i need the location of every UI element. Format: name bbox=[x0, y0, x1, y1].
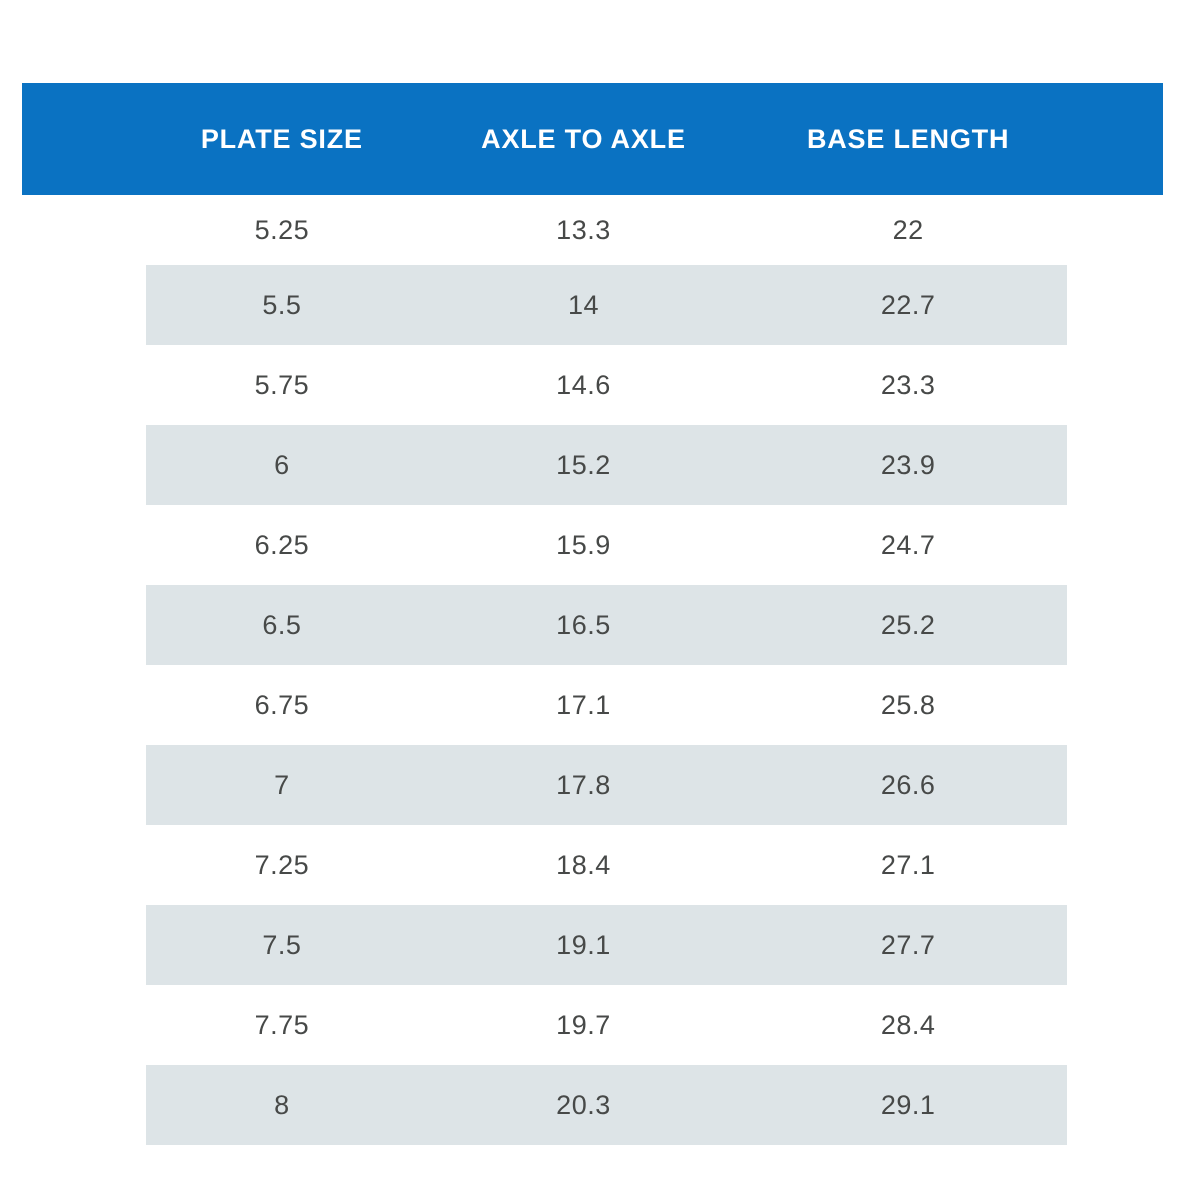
table-cell: 23.3 bbox=[880, 369, 936, 400]
table-cell: 7 bbox=[274, 769, 290, 800]
table-cell: 6 bbox=[274, 449, 290, 480]
table-row: 6.25 15.9 24.7 bbox=[22, 505, 1163, 585]
table-cell: 8 bbox=[274, 1089, 290, 1120]
table-cell: 13.3 bbox=[556, 214, 611, 245]
table-cell: 14 bbox=[567, 289, 599, 320]
table-cell: 17.1 bbox=[556, 689, 611, 720]
table-cell: 19.7 bbox=[556, 1009, 611, 1040]
table-cell: 28.4 bbox=[880, 1009, 936, 1040]
header-cell-base-length: BASE LENGTH bbox=[806, 123, 1010, 154]
table-cell: 19.1 bbox=[556, 929, 611, 960]
table-cell: 18.4 bbox=[556, 849, 611, 880]
table-row: 6 15.2 23.9 bbox=[22, 425, 1163, 505]
table-cell: 15.9 bbox=[556, 529, 611, 560]
table-header-band: PLATE SIZE AXLE TO AXLE BASE LENGTH bbox=[146, 83, 1067, 195]
table-cell: 6.25 bbox=[254, 529, 310, 560]
table-cell: 22.7 bbox=[880, 289, 936, 320]
table-cell: 5.75 bbox=[254, 369, 310, 400]
header-cell-plate-size: PLATE SIZE bbox=[200, 123, 363, 154]
table-cell: 25.2 bbox=[880, 609, 936, 640]
table-cell: 7.5 bbox=[262, 929, 302, 960]
table-row: 5.75 14.6 23.3 bbox=[22, 345, 1163, 425]
table-row: 7 17.8 26.6 bbox=[22, 745, 1163, 825]
table-row: 6.75 17.1 25.8 bbox=[22, 665, 1163, 745]
table-cell: 14.6 bbox=[556, 369, 611, 400]
table-cell: 20.3 bbox=[556, 1089, 611, 1120]
table-cell: 25.8 bbox=[880, 689, 936, 720]
table-header-row: PLATE SIZE AXLE TO AXLE BASE LENGTH bbox=[22, 83, 1163, 195]
table-row: 5.25 13.3 22 bbox=[22, 195, 1163, 265]
table-cell: 6.5 bbox=[262, 609, 302, 640]
table-cell: 27.1 bbox=[880, 849, 936, 880]
header-cell-axle-to-axle: AXLE TO AXLE bbox=[481, 123, 686, 154]
table-cell: 17.8 bbox=[556, 769, 611, 800]
table-cell: 5.5 bbox=[262, 289, 302, 320]
table-cell: 15.2 bbox=[556, 449, 611, 480]
size-chart-table: PLATE SIZE AXLE TO AXLE BASE LENGTH 5.25… bbox=[22, 83, 1163, 1145]
table-cell: 6.75 bbox=[254, 689, 310, 720]
table-cell: 22 bbox=[892, 214, 924, 245]
table-cell: 7.75 bbox=[254, 1009, 310, 1040]
table-body: 5.25 13.3 22 5.5 14 22.7 5.75 14.6 23.3 bbox=[22, 195, 1163, 1145]
table-row: 7.75 19.7 28.4 bbox=[22, 985, 1163, 1065]
table-cell: 23.9 bbox=[880, 449, 936, 480]
table-cell: 7.25 bbox=[254, 849, 310, 880]
table-cell: 16.5 bbox=[556, 609, 611, 640]
table-cell: 24.7 bbox=[880, 529, 936, 560]
table-row: 7.5 19.1 27.7 bbox=[22, 905, 1163, 985]
table-cell: 26.6 bbox=[880, 769, 936, 800]
table-row: 5.5 14 22.7 bbox=[22, 265, 1163, 345]
table-row: 7.25 18.4 27.1 bbox=[22, 825, 1163, 905]
table-cell: 27.7 bbox=[880, 929, 936, 960]
table-cell: 5.25 bbox=[254, 214, 310, 245]
table-cell: 29.1 bbox=[880, 1089, 936, 1120]
table-row: 6.5 16.5 25.2 bbox=[22, 585, 1163, 665]
table-row: 8 20.3 29.1 bbox=[22, 1065, 1163, 1145]
